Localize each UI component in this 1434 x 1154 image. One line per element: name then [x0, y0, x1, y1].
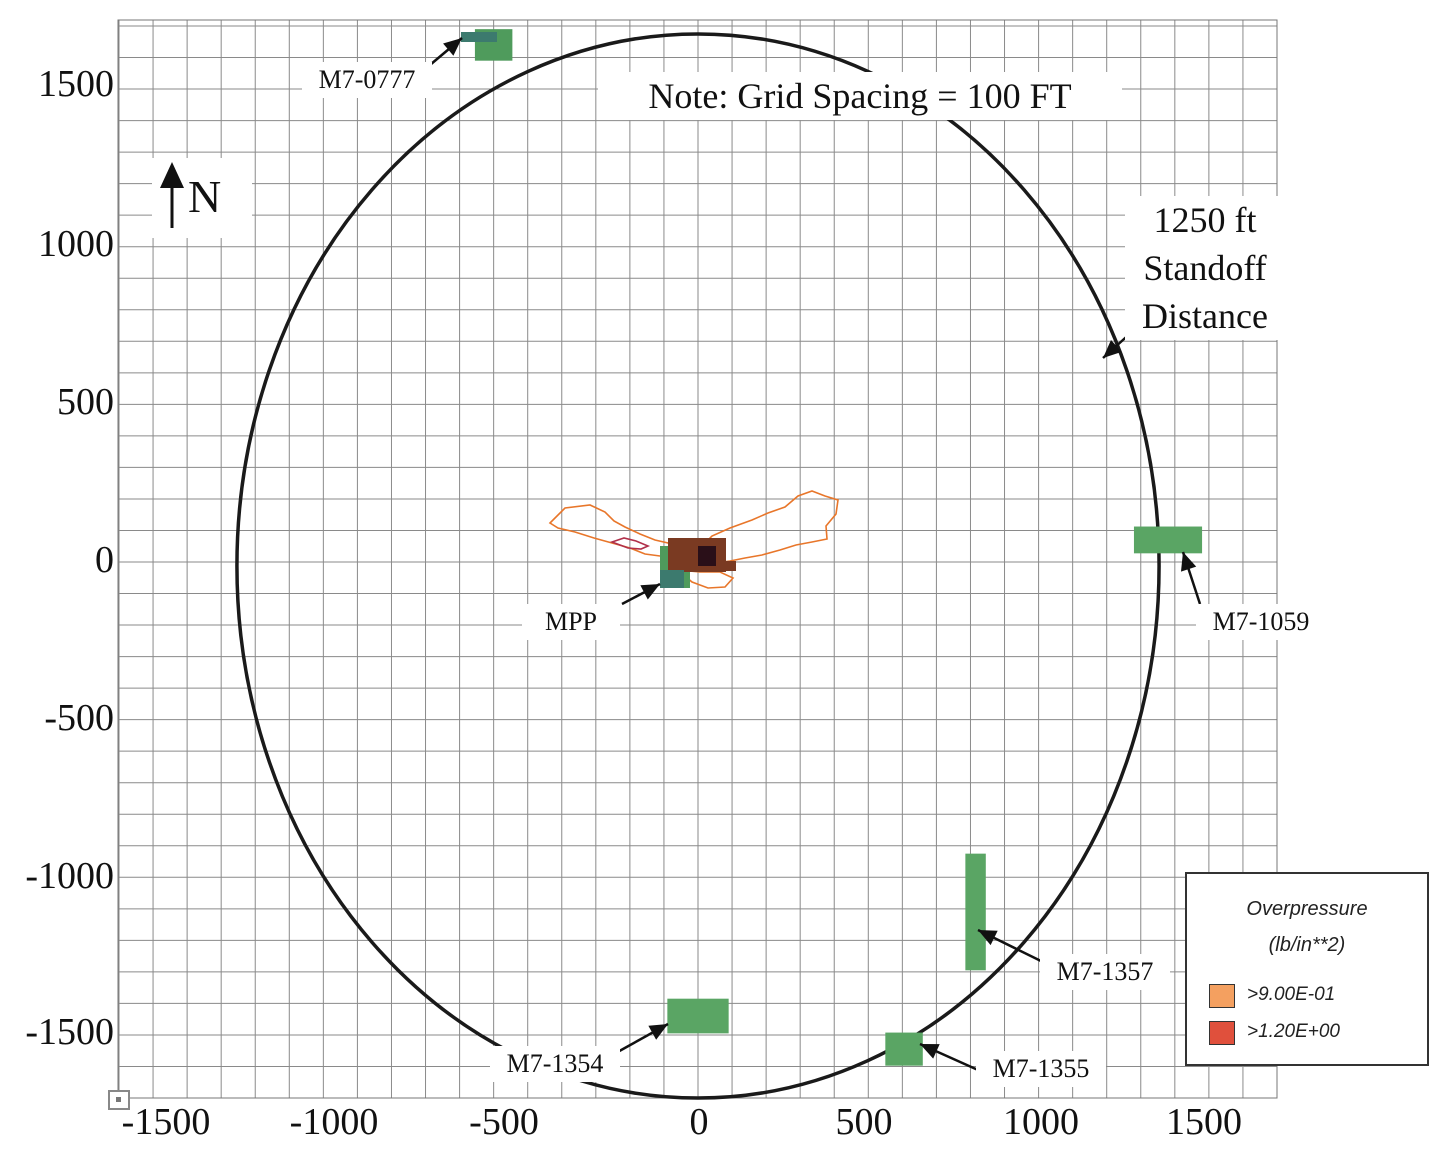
- x-tick-label: -500: [469, 1101, 539, 1143]
- x-tick-label: 500: [835, 1101, 893, 1143]
- arrow-head-icon: [978, 930, 998, 946]
- map-corner-icon[interactable]: [108, 1090, 130, 1110]
- y-tick-label: 0: [95, 539, 114, 581]
- arrow-m7-1357: [977, 928, 1044, 964]
- contour-inner-west: [609, 537, 651, 550]
- building-m7-0777-shade: [461, 32, 497, 42]
- north-label: N: [188, 171, 222, 222]
- building-m7-1354: [667, 998, 729, 1034]
- building-m7-1357: [965, 853, 986, 971]
- legend-title: Overpressure: [1246, 898, 1368, 920]
- building-m7-1059: [1133, 526, 1203, 554]
- standoff-label-line3: Distance: [1142, 296, 1268, 336]
- arrow-head-icon: [1103, 339, 1122, 358]
- arrow-m7-1355: [919, 1042, 979, 1072]
- mpp-brown-part: [668, 538, 726, 572]
- standoff-label-line2: Standoff: [1143, 248, 1267, 288]
- label-m7-1357: M7-1357: [1040, 954, 1170, 990]
- x-tick-label: -1000: [289, 1101, 379, 1143]
- mpp-structure: [660, 538, 736, 588]
- x-tick-label: 1000: [1003, 1101, 1079, 1143]
- legend-item-label: >1.20E+00: [1247, 1021, 1340, 1042]
- arrow-head-icon: [648, 1024, 668, 1040]
- grid-spacing-note: Note: Grid Spacing = 100 FT: [598, 72, 1122, 120]
- label-m7-1354: M7-1354: [490, 1046, 620, 1082]
- x-tick-label: 0: [689, 1101, 709, 1143]
- building-m7-1355: [885, 1032, 923, 1066]
- arrow-head-icon: [443, 38, 462, 56]
- legend-swatch-red: [1209, 1021, 1235, 1045]
- mpp-annex: [724, 561, 736, 571]
- arrow-head-icon: [1180, 552, 1197, 572]
- corner-dot-icon: [116, 1097, 121, 1102]
- standoff-label-line1: 1250 ft: [1153, 200, 1257, 240]
- mpp-dark-core: [698, 546, 716, 566]
- mpp-teal: [660, 570, 684, 588]
- x-tick-label: -1500: [121, 1101, 211, 1143]
- arrow-mpp: [621, 582, 661, 606]
- legend-swatch-orange: [1209, 984, 1235, 1008]
- leader-arrows: [423, 37, 1202, 1072]
- grid: [117, 19, 1278, 1099]
- arrow-head-icon: [640, 584, 660, 600]
- standoff-label: 1250 ft Standoff Distance: [1125, 196, 1285, 340]
- x-tick-label: 1500: [1166, 1101, 1242, 1143]
- legend-item-label: >9.00E-01: [1247, 984, 1336, 1005]
- arrow-m7-1354: [613, 1022, 669, 1056]
- contour-east-lobe: [698, 490, 839, 564]
- y-tick-label: 500: [57, 381, 114, 423]
- standoff-circle: [235, 32, 1161, 1100]
- legend: Overpressure (lb/in**2) >9.00E-01 >1.20E…: [1185, 872, 1429, 1066]
- arrow-m7-1059: [1180, 551, 1202, 605]
- y-tick-label: -1500: [25, 1011, 114, 1053]
- label-m7-1355: M7-1355: [976, 1051, 1106, 1087]
- label-mpp: MPP: [522, 604, 620, 640]
- y-tick-label: -1000: [25, 855, 114, 897]
- north-indicator: N: [152, 158, 252, 238]
- arrow-head-icon: [920, 1044, 940, 1059]
- buildings: [461, 29, 1203, 1066]
- label-m7-1059: M7-1059: [1196, 604, 1326, 640]
- y-tick-label: 1500: [38, 63, 114, 105]
- y-tick-label: 1000: [38, 223, 114, 265]
- label-m7-0777: M7-0777: [302, 62, 432, 98]
- y-tick-label: -500: [44, 697, 114, 739]
- north-arrow-icon: [160, 162, 184, 228]
- legend-units: (lb/in**2): [1268, 934, 1346, 956]
